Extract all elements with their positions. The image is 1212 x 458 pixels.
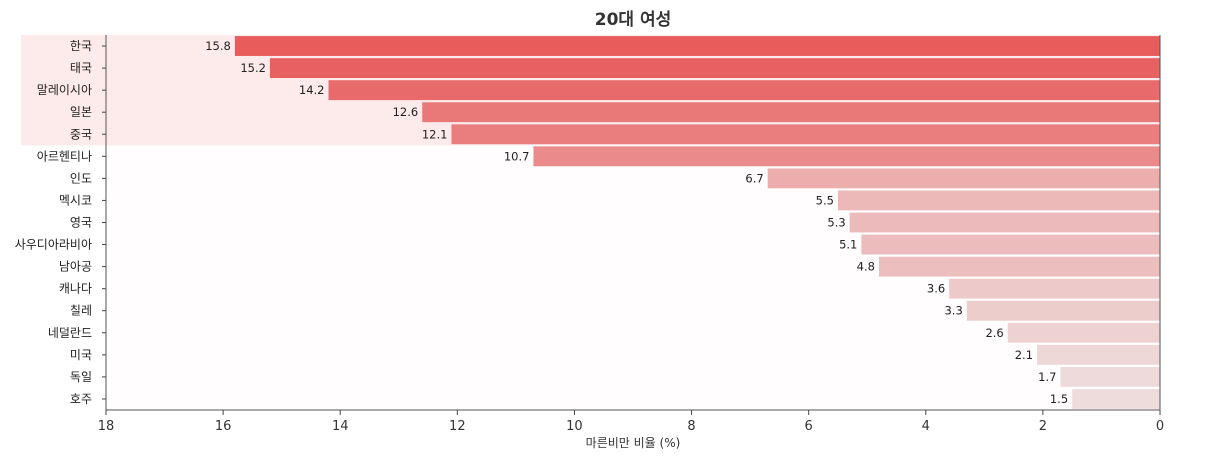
bar-value-label: 5.3 [827,216,845,230]
y-tick-label: 영국 [70,216,92,230]
x-tick-label: 4 [922,419,930,434]
y-tick-label: 한국 [70,39,92,53]
x-axis-label: 마른비만 비율 (%) [586,436,681,450]
bar-value-label: 14.2 [299,83,325,97]
bar-value-label: 5.1 [839,238,857,252]
x-tick-label: 18 [98,419,115,434]
bar [837,190,1160,211]
y-tick-label: 일본 [70,105,92,119]
x-tick-label: 2 [1039,419,1047,434]
bar-value-label: 15.2 [240,61,266,75]
bar-value-label: 2.1 [1015,348,1033,362]
y-tick-label: 남아공 [59,260,92,274]
bar [422,102,1160,123]
bar [1037,344,1160,365]
y-tick-label: 독일 [70,370,92,384]
y-tick-label: 멕시코 [59,193,92,207]
bar [451,124,1160,145]
x-tick-label: 12 [449,419,466,434]
bar [1072,389,1160,409]
y-tick-label: 아르헨티나 [37,149,92,163]
bar-value-label: 4.8 [857,260,875,274]
bar [767,168,1160,189]
bar-value-label: 10.7 [504,149,530,163]
bar-value-label: 2.6 [985,326,1003,340]
bar [1007,322,1160,343]
bar [861,234,1160,255]
x-tick-label: 10 [566,419,583,434]
y-tick-label: 중국 [70,127,92,141]
y-tick-label: 호주 [70,392,92,406]
bar [849,212,1160,233]
bar-value-label: 1.5 [1050,392,1068,406]
bar [878,256,1160,277]
bar [269,58,1160,79]
plot-area: 한국 15.8 태국 15.2 말레이시아 14.2 일본 12.6 중국 12.1 아르헨티나 10… [15,35,1164,434]
y-tick-label: 캐나다 [59,282,92,296]
bar [966,300,1160,321]
y-tick-label: 네덜란드 [48,326,92,340]
bar [234,36,1161,56]
bar-value-label: 3.6 [927,282,945,296]
x-tick-label: 8 [687,419,695,434]
y-tick-label: 말레이시아 [37,83,92,97]
bar-value-label: 3.3 [944,304,962,318]
bar-value-label: 1.7 [1038,370,1056,384]
y-tick-label: 사우디아라비아 [15,238,92,252]
bar [328,80,1160,101]
bar-value-label: 15.8 [205,39,231,53]
chart-title: 20대 여성 [595,10,672,30]
y-tick-label: 태국 [70,61,92,75]
y-tick-label: 미국 [70,348,92,362]
bar [1060,366,1160,387]
bar [949,278,1160,299]
bar [533,146,1160,167]
bar-value-label: 12.1 [422,127,448,141]
bar-value-label: 12.6 [393,105,419,119]
x-tick-label: 0 [1156,419,1164,434]
x-tick-label: 14 [332,419,349,434]
bar-value-label: 6.7 [745,171,763,185]
y-tick-label: 칠레 [70,304,92,318]
y-tick-label: 인도 [70,171,92,185]
x-tick-label: 6 [805,419,813,434]
bar-value-label: 5.5 [816,193,834,207]
x-tick-label: 16 [215,419,232,434]
